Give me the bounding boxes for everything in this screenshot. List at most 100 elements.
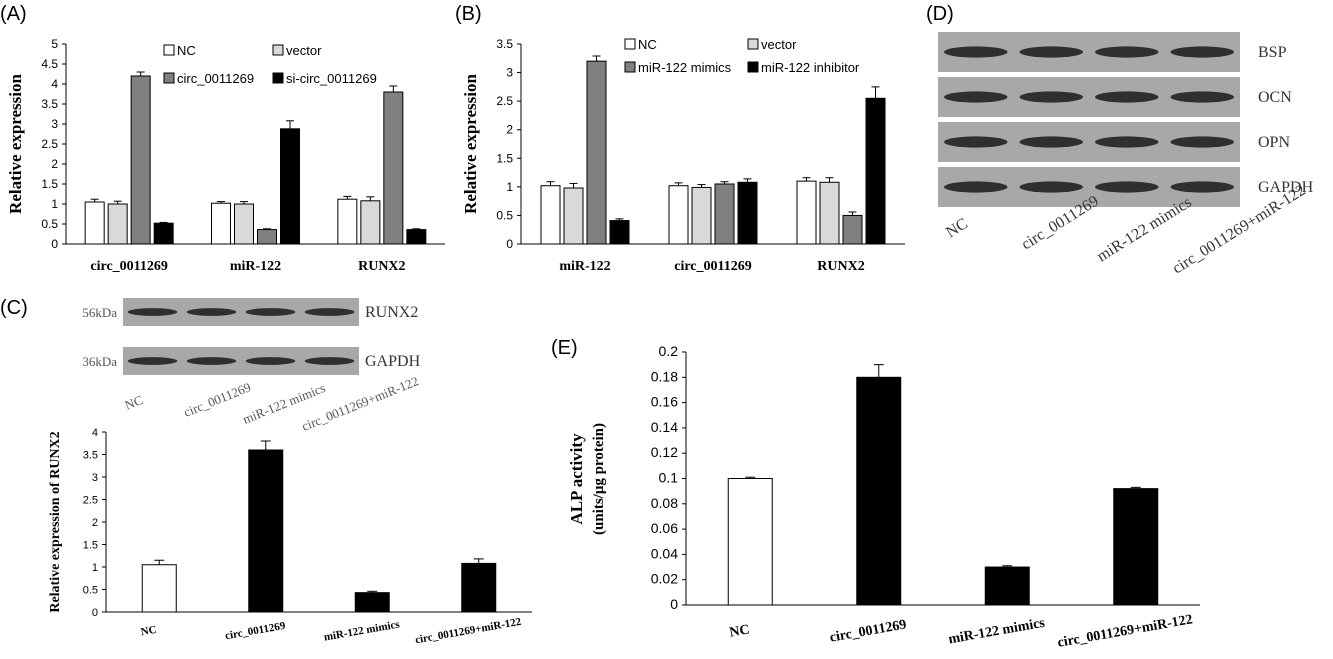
chart-b: Relative expression 0 0.5 1 1.5 2 2.5 3 3.5 miR-… [461, 37, 905, 274]
y-tick-label: 1 [51, 197, 58, 211]
y-tick-label: 4 [51, 77, 58, 91]
bar [211, 202, 231, 245]
protein-band [186, 308, 237, 316]
bar [141, 564, 177, 613]
bar [865, 97, 886, 245]
bar [130, 75, 151, 245]
bar [796, 180, 817, 245]
protein-band [944, 181, 1008, 193]
y-tick-label: 0.18 [651, 368, 678, 384]
y-tick-label: 1.5 [41, 177, 58, 191]
bar [984, 566, 1030, 606]
y-tick-label: 3.5 [496, 37, 513, 51]
bar [540, 185, 561, 245]
bar [586, 60, 607, 245]
y-tick-label: 1.5 [83, 540, 98, 552]
protein-band [944, 46, 1008, 58]
bar [714, 183, 735, 245]
category-label: RUNX2 [358, 259, 405, 274]
blot-row-label: OCN [1258, 89, 1292, 106]
category-label: circ_0011269 [224, 620, 287, 642]
protein-band [186, 357, 237, 365]
blot-lane-label: NC [123, 392, 145, 413]
bar [84, 201, 105, 245]
legend-label: NC [638, 37, 657, 52]
y-tick-label: 2 [506, 123, 513, 137]
y-tick-label: 3 [92, 472, 98, 484]
chart-c: Relative expression of RUNX2 0 0.5 1 1.5 2 2.… [48, 427, 532, 646]
bar [360, 200, 381, 245]
bar [406, 229, 427, 245]
protein-band [304, 308, 355, 316]
category-label: miR-122 mimics [947, 616, 1046, 648]
blot-row-label: OPN [1258, 134, 1290, 151]
legend-swatch [624, 61, 636, 73]
bar [280, 128, 300, 245]
protein-band [944, 91, 1008, 103]
protein-band [304, 357, 355, 365]
category-label: RUNX2 [817, 259, 864, 274]
protein-band [1095, 181, 1159, 193]
blot-row-label: GAPDH [1258, 179, 1314, 196]
legend-label: vector [761, 37, 797, 52]
protein-band [245, 357, 296, 365]
y-tick-label: 0.5 [496, 208, 513, 222]
blot-lane-label: NC [943, 215, 971, 241]
protein-band [127, 357, 178, 365]
category-label: circ_0011269 [829, 617, 908, 645]
protein-band [944, 136, 1008, 148]
protein-band [1019, 181, 1083, 193]
y-tick-label: 0 [51, 237, 58, 251]
category-label: circ_0011269 [90, 259, 168, 274]
y-tick-label: 4 [92, 427, 98, 439]
bar [248, 449, 284, 613]
chart-b-ylabel: Relative expression [461, 73, 480, 213]
protein-band [1170, 91, 1234, 103]
y-tick-label: 0.12 [651, 444, 678, 460]
blot-size-label: 36kDa [82, 354, 117, 369]
chart-a: Relative expression 0 0.5 1 1.5 2 2.5 3 3.5 4 4.5… [6, 37, 445, 274]
bar [737, 181, 758, 245]
y-tick-label: 0.08 [651, 495, 678, 511]
protein-band [1019, 136, 1083, 148]
legend-swatch [747, 61, 759, 73]
legend-swatch [272, 44, 284, 56]
legend-label: miR-122 inhibitor [761, 60, 860, 75]
chart-a-ylabel: Relative expression [6, 73, 25, 213]
panel-label-b: (B) [455, 3, 482, 25]
legend-swatch [163, 44, 175, 56]
protein-band [1095, 46, 1159, 58]
y-tick-label: 0.16 [651, 394, 678, 410]
y-tick-label: 0.06 [651, 520, 678, 536]
y-tick-label: 0 [670, 596, 678, 612]
bar [354, 592, 390, 613]
bar [819, 181, 840, 245]
y-tick-label: 0 [506, 237, 513, 251]
y-tick-label: 3 [51, 117, 58, 131]
y-tick-label: 0 [92, 607, 98, 619]
protein-band [1019, 91, 1083, 103]
bar [234, 203, 254, 245]
category-label: NC [728, 622, 751, 640]
y-tick-label: 0.2 [659, 343, 679, 359]
protein-band [1095, 91, 1159, 103]
protein-band [1170, 46, 1234, 58]
protein-band [1019, 46, 1083, 58]
legend-label: si-circ_0011269 [286, 71, 377, 86]
blot-row-label: GAPDH [365, 353, 421, 370]
bar [383, 91, 404, 245]
bar [842, 214, 863, 245]
category-label: NC [140, 624, 158, 639]
protein-band [1095, 136, 1159, 148]
bar [1113, 488, 1159, 606]
bar [461, 562, 497, 613]
category-label: circ_0011269 [674, 259, 752, 274]
blot-row-label: RUNX2 [365, 304, 418, 321]
bar [337, 198, 358, 245]
y-tick-label: 1 [506, 180, 513, 194]
y-tick-label: 2.5 [41, 137, 58, 151]
legend-label: NC [177, 43, 196, 58]
